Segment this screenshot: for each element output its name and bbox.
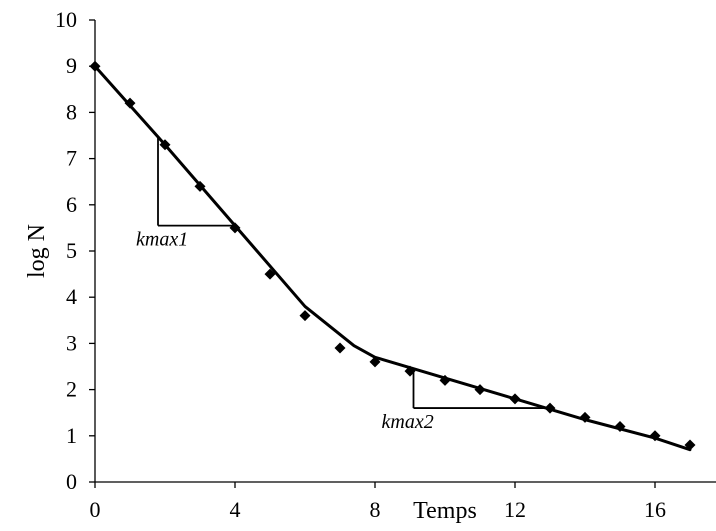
x-tick-label: 4: [230, 497, 241, 522]
data-point: [509, 393, 521, 405]
data-point: [299, 310, 311, 322]
annotation-label: kmax2: [382, 411, 434, 433]
fit-curve: [93, 64, 692, 452]
y-tick-label: 0: [66, 469, 77, 494]
data-point: [684, 439, 696, 451]
marker-layer: [89, 60, 696, 451]
y-tick-label: 3: [66, 330, 77, 355]
x-tick-label: 0: [90, 497, 101, 522]
data-point: [334, 342, 346, 354]
annotation-layer: kmax1 kmax2: [136, 137, 550, 433]
data-point: [649, 430, 661, 442]
data-point: [369, 356, 381, 368]
fit-layer: [93, 64, 692, 452]
data-point: [579, 411, 591, 423]
y-tick-label: 7: [66, 146, 77, 171]
data-point: [159, 139, 171, 151]
y-tick-label: 2: [66, 377, 77, 402]
data-point: [474, 384, 486, 396]
data-point: [194, 180, 206, 192]
data-point: [439, 374, 451, 386]
y-tick-label: 8: [66, 99, 77, 124]
y-axis-title: log N: [24, 224, 50, 278]
y-tick-label: 9: [66, 53, 77, 78]
x-tick-label: 8: [370, 497, 381, 522]
y-tick-label: 1: [66, 423, 77, 448]
data-point: [614, 421, 626, 433]
data-point: [404, 365, 416, 377]
y-tick-label: 6: [66, 192, 77, 217]
data-point: [124, 97, 136, 109]
x-tick-label: 12: [504, 497, 526, 522]
x-axis-title: Temps: [413, 498, 477, 524]
y-tick-label: 4: [66, 284, 77, 309]
y-tick-label: 5: [66, 238, 77, 263]
y-tick-label: 10: [55, 7, 77, 32]
data-point: [89, 60, 101, 72]
x-tick-label: 16: [644, 497, 666, 522]
data-point: [544, 402, 556, 414]
annotation-label: kmax1: [136, 229, 188, 251]
data-point: [264, 268, 276, 280]
data-point: [229, 222, 241, 234]
